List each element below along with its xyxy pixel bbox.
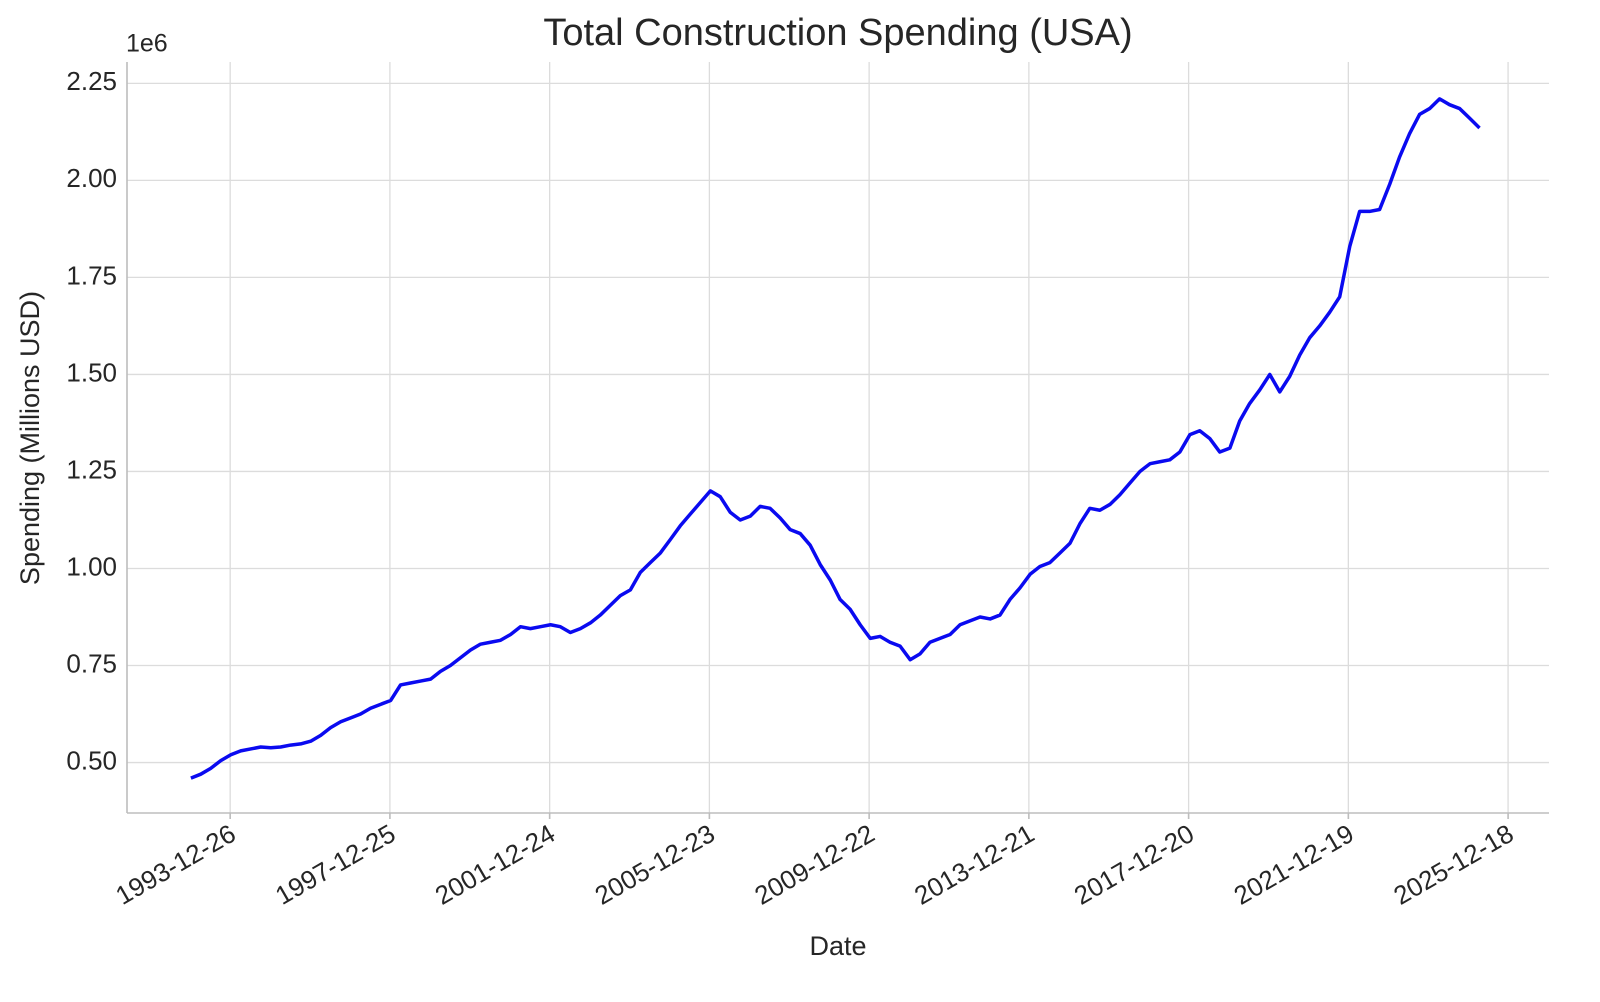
x-tick-label: 2021-12-19: [1229, 818, 1359, 910]
x-tick-label: 1993-12-26: [110, 818, 240, 910]
x-tick-label: 2001-12-24: [430, 818, 560, 910]
y-tick-label: 1.00: [66, 551, 117, 581]
x-tick-label: 2017-12-20: [1069, 818, 1199, 910]
y-tick-label: 1.50: [66, 357, 117, 387]
data-line: [190, 97, 1481, 780]
y-tick-label: 2.25: [66, 66, 117, 96]
y-tick-label: 1.25: [66, 454, 117, 484]
y-offset-label: 1e6: [126, 30, 168, 58]
x-tick-label: 2025-12-18: [1388, 818, 1518, 910]
chart-title: Total Construction Spending (USA): [543, 12, 1132, 54]
y-tick-label: 2.00: [66, 163, 117, 193]
y-tick-label: 0.75: [66, 648, 117, 678]
x-tick-label: 2013-12-21: [909, 818, 1039, 910]
x-tick-label: 1997-12-25: [270, 818, 400, 910]
x-tick-label: 2005-12-23: [590, 818, 720, 910]
x-tick-label: 2009-12-22: [749, 818, 879, 910]
y-tick-label: 1.75: [66, 260, 117, 290]
x-axis-label: Date: [809, 931, 866, 961]
y-tick-label: 0.50: [66, 745, 117, 775]
y-axis-label: Spending (Millions USD): [15, 291, 45, 585]
